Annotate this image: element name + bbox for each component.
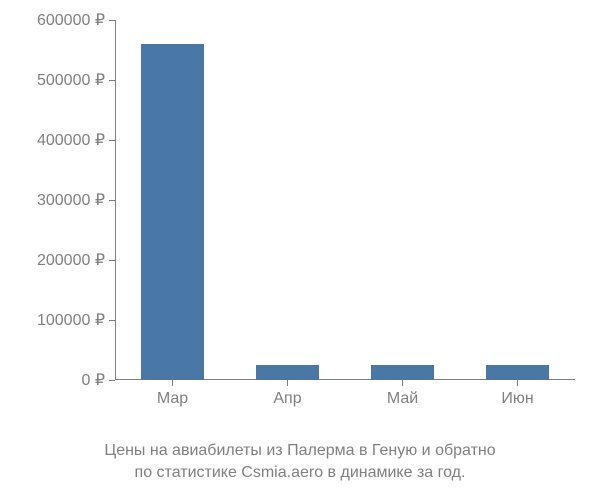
bar (141, 44, 204, 380)
y-tick (109, 320, 115, 321)
y-tick (109, 140, 115, 141)
bar (486, 365, 549, 380)
x-tick (517, 380, 518, 386)
y-tick-label: 500000 ₽ (37, 70, 105, 90)
bar (371, 365, 434, 380)
y-tick (109, 200, 115, 201)
x-tick-label: Июн (501, 390, 533, 408)
y-tick-label: 100000 ₽ (37, 310, 105, 330)
y-tick-label: 300000 ₽ (37, 190, 105, 210)
bar-chart: 0 ₽ 100000 ₽ 200000 ₽ 300000 ₽ 400000 ₽ 50000… (0, 0, 600, 500)
y-tick (109, 80, 115, 81)
plot-area: 0 ₽100000 ₽200000 ₽300000 ₽400000 ₽50000… (115, 20, 575, 380)
y-tick-label: 0 ₽ (81, 370, 105, 390)
x-tick-label: Май (387, 390, 418, 408)
bar (256, 365, 319, 380)
x-tick-label: Мар (157, 390, 188, 408)
y-tick (109, 260, 115, 261)
y-tick-label: 400000 ₽ (37, 130, 105, 150)
caption-line-2: по статистике Csmia.aero в динамике за г… (135, 464, 466, 481)
chart-caption: Цены на авиабилеты из Палерма в Геную и … (0, 440, 600, 483)
x-tick (402, 380, 403, 386)
y-tick-label: 600000 ₽ (37, 10, 105, 30)
x-tick (287, 380, 288, 386)
caption-line-1: Цены на авиабилеты из Палерма в Геную и … (104, 442, 495, 459)
y-axis (115, 20, 116, 380)
x-tick (172, 380, 173, 386)
y-tick (109, 380, 115, 381)
x-tick-label: Апр (273, 390, 301, 408)
y-tick-label: 200000 ₽ (37, 250, 105, 270)
y-tick (109, 20, 115, 21)
